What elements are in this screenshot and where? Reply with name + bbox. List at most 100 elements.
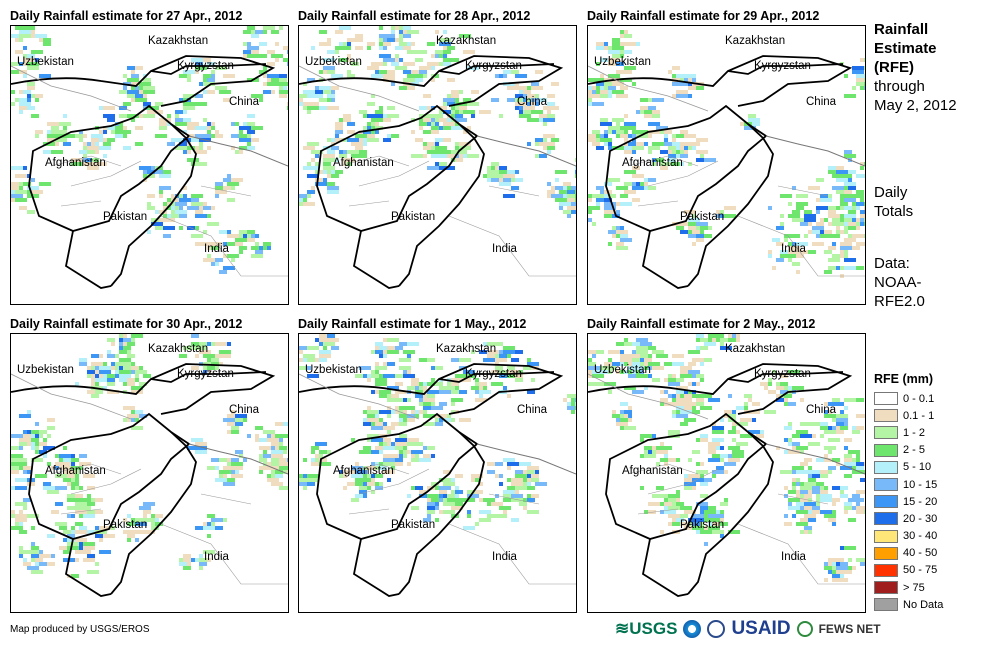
- rain-cell: [51, 126, 59, 130]
- rain-cell: [792, 466, 800, 470]
- rain-cell: [688, 222, 696, 226]
- rain-cell: [315, 154, 319, 158]
- rain-cell: [844, 398, 856, 402]
- rain-cell: [668, 154, 676, 158]
- rain-cell: [608, 242, 612, 246]
- rain-cell: [283, 86, 287, 90]
- rain-cell: [143, 78, 147, 82]
- rain-cell: [323, 346, 327, 350]
- rain-cell: [652, 142, 664, 146]
- rain-cell: [195, 126, 207, 130]
- rain-cell: [67, 494, 75, 498]
- rain-cell: [203, 82, 215, 86]
- rain-cell: [247, 234, 251, 238]
- rain-cell: [523, 106, 535, 110]
- rain-cell: [187, 122, 199, 126]
- rain-cell: [271, 30, 279, 34]
- rain-cell: [375, 382, 387, 386]
- rain-cell: [47, 138, 55, 142]
- rain-cell: [720, 214, 724, 218]
- rain-cell: [487, 354, 495, 358]
- rain-cell: [616, 202, 620, 206]
- rain-cell: [279, 90, 288, 94]
- rain-cell: [239, 250, 243, 254]
- rain-cell: [808, 510, 820, 514]
- rain-cell: [676, 522, 688, 526]
- rain-cell: [47, 122, 51, 126]
- rain-cell: [179, 214, 187, 218]
- rain-cell: [744, 126, 756, 130]
- rain-cell: [688, 78, 692, 82]
- rain-cell: [387, 458, 391, 462]
- rain-cell: [800, 450, 804, 454]
- rain-cell: [67, 474, 71, 478]
- rain-cell: [688, 86, 700, 90]
- rain-cell: [27, 470, 31, 474]
- rain-cell: [443, 510, 455, 514]
- rain-cell: [147, 106, 159, 110]
- rain-cell: [692, 394, 704, 398]
- rain-cell: [39, 434, 43, 438]
- rain-cell: [620, 126, 628, 130]
- rain-cell: [588, 90, 592, 94]
- legend-item: 30 - 40: [874, 528, 943, 545]
- rain-cell: [624, 426, 636, 430]
- rain-cell: [624, 130, 628, 134]
- rain-cell: [511, 482, 523, 486]
- rain-cell: [423, 446, 427, 450]
- rain-cell: [39, 74, 51, 78]
- rain-cell: [527, 466, 539, 470]
- heading-line: Rainfall: [874, 21, 929, 38]
- rain-cell: [47, 462, 51, 466]
- rain-cell: [331, 174, 339, 178]
- rain-cell: [63, 530, 71, 534]
- rain-cell: [828, 410, 832, 414]
- rain-cell: [47, 418, 55, 422]
- rain-cell: [832, 398, 840, 402]
- rain-cell: [644, 454, 656, 458]
- rain-cell: [656, 354, 668, 358]
- rain-cell: [391, 34, 395, 38]
- logo-bar: ≋USGS USAID FEWS NET: [615, 618, 881, 640]
- rain-cell: [447, 114, 459, 118]
- rain-cell: [359, 38, 363, 42]
- rain-cell: [231, 414, 235, 418]
- rain-cell: [227, 462, 231, 466]
- rain-cell: [692, 358, 704, 362]
- rain-cell: [367, 406, 371, 410]
- rain-cell: [824, 454, 828, 458]
- province-borders: [338, 463, 430, 515]
- rain-cell: [792, 218, 804, 222]
- rain-cell: [515, 350, 523, 354]
- rain-cell: [588, 198, 592, 202]
- rain-cell: [279, 466, 288, 470]
- rain-cell: [91, 142, 95, 146]
- rain-cell: [660, 458, 668, 462]
- rain-cell: [776, 258, 784, 262]
- rain-cell: [668, 506, 680, 510]
- rain-cell: [127, 370, 131, 374]
- rain-cell: [11, 186, 19, 190]
- rain-cell: [11, 458, 23, 462]
- country-label-pakistan: Pakistan: [391, 519, 436, 531]
- rain-cell: [519, 90, 523, 94]
- rain-cell: [676, 134, 684, 138]
- rain-cell: [219, 458, 227, 462]
- rain-cell: [832, 502, 836, 506]
- rain-cell: [19, 198, 23, 202]
- rain-cell: [704, 342, 716, 346]
- rain-cell: [688, 350, 700, 354]
- rain-cell: [592, 222, 596, 226]
- rain-cell: [219, 354, 231, 358]
- rain-cell: [35, 94, 43, 98]
- rain-cell: [323, 342, 335, 346]
- rain-cell: [11, 510, 15, 514]
- rain-cell: [11, 466, 19, 470]
- rain-cell: [235, 238, 247, 242]
- country-label-uzbekistan: Uzbekistan: [594, 56, 651, 68]
- rain-cell: [784, 514, 788, 518]
- rain-cell: [575, 170, 576, 174]
- rain-cell: [35, 474, 47, 478]
- pakistan-west-border: [352, 538, 400, 597]
- rain-cell: [167, 206, 171, 210]
